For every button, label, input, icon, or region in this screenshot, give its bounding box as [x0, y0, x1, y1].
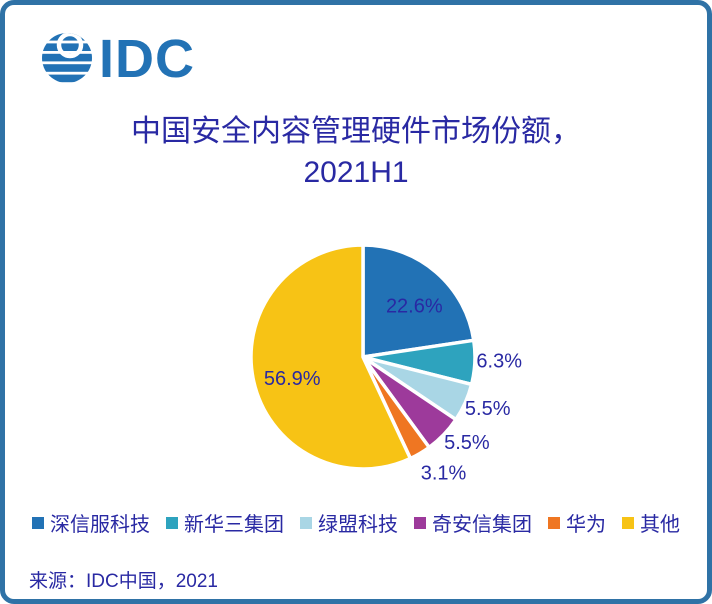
legend-label: 华为 — [566, 514, 606, 536]
pie-slice-深信服科技 — [361, 243, 476, 359]
legend-item-其他: 其他 — [622, 508, 680, 537]
pie-label-深信服科技: 22.6% — [386, 295, 443, 317]
pie-chart: 22.6% 6.3% 5.5% 5.5% 3.1% 56.9% — [249, 243, 522, 485]
pie-label-新华三集团: 6.3% — [476, 351, 522, 373]
legend-item-新华三集团: 新华三集团 — [166, 508, 284, 537]
legend-item-深信服科技: 深信服科技 — [32, 508, 150, 537]
pie-slice-其他 — [249, 243, 413, 471]
legend-label: 绿盟科技 — [318, 514, 398, 536]
legend: 深信服科技 新华三集团 绿盟科技 奇安信集团 华为 其他 — [5, 508, 707, 537]
legend-swatch-icon — [622, 516, 634, 529]
legend-item-华为: 华为 — [548, 508, 606, 537]
idc-globe-icon — [42, 33, 92, 83]
chart-title: 中国安全内容管理硬件市场份额， 2021H1 — [5, 111, 707, 193]
pie-label-绿盟科技: 5.5% — [465, 398, 511, 420]
legend-label: 深信服科技 — [50, 514, 150, 536]
chart-title-line2: 2021H1 — [303, 156, 409, 189]
legend-swatch-icon — [166, 516, 178, 529]
legend-label: 新华三集团 — [184, 514, 284, 536]
legend-swatch-icon — [548, 516, 560, 529]
legend-swatch-icon — [300, 516, 312, 529]
legend-swatch-icon — [32, 516, 44, 529]
source-note: 来源：IDC中国，2021 — [29, 571, 218, 592]
idc-logo-text: IDC — [99, 29, 195, 85]
pie-label-华为: 3.1% — [421, 463, 467, 485]
pie-label-其他: 56.9% — [264, 368, 321, 390]
legend-swatch-icon — [414, 516, 426, 529]
legend-label: 奇安信集团 — [432, 514, 532, 536]
idc-logo: IDC — [42, 29, 195, 85]
legend-item-奇安信集团: 奇安信集团 — [414, 508, 532, 537]
chart-title-line1: 中国安全内容管理硬件市场份额， — [131, 115, 581, 148]
legend-item-绿盟科技: 绿盟科技 — [300, 508, 398, 537]
legend-label: 其他 — [640, 514, 680, 536]
pie-label-奇安信集团: 5.5% — [444, 432, 490, 454]
